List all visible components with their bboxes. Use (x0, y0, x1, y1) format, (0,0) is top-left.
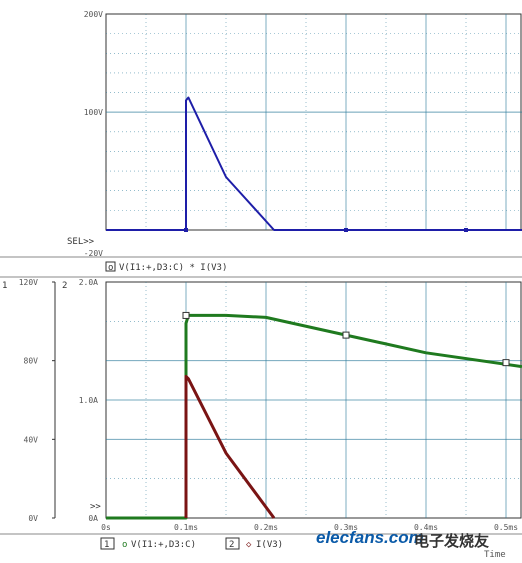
blue-trace-marker (184, 228, 188, 232)
x-tick-label: 0s (101, 523, 111, 532)
green-trace-marker (182, 311, 190, 319)
x-tick-label: 0.4ms (414, 523, 438, 532)
top-legend: o V(I1:+,D3:C) * I(V3) (105, 261, 227, 273)
top-legend-text: V(I1:+,D3:C) * I(V3) (119, 263, 227, 273)
axis1-tick-label: 120V (19, 278, 38, 287)
legend-red-prefix: ◇ (246, 540, 252, 550)
blue-trace-marker (344, 228, 348, 232)
axis2-tick-label: 1.0A (79, 396, 98, 405)
x-tick-label: 0.1ms (174, 523, 198, 532)
axis2-tick-label: 0A (88, 514, 98, 523)
red-trace (184, 374, 276, 519)
blue-trace-marker (464, 228, 468, 232)
axis2-id-label: 2 (62, 281, 67, 291)
legend-axis1-box (100, 537, 115, 550)
axis1-tick-label: 80V (24, 357, 39, 366)
y-tick-label: 100V (84, 108, 103, 117)
watermark: elecfans.com 电子发烧友 (316, 528, 516, 556)
bottom-sel-marker: >> (90, 502, 101, 512)
legend-axis2-id: 2 (229, 540, 234, 550)
blue-trace (106, 96, 522, 231)
watermark-chinese: 电子发烧友 (414, 532, 490, 550)
legend-green-prefix: o (122, 540, 127, 550)
top-sel-marker: SEL>> (67, 237, 95, 247)
legend-axis2-box (225, 537, 240, 550)
top-legend-prefix: o (108, 263, 113, 273)
green-trace-marker (502, 359, 510, 367)
axis2-tick-label: 2.0A (79, 278, 98, 287)
axis1-id-label: 1 (2, 281, 7, 291)
bottom-legend: 1 o V(I1:+,D3:C) 2 ◇ I(V3) (100, 537, 283, 550)
grid-lines (106, 14, 522, 518)
x-tick-label: 0.2ms (254, 523, 278, 532)
green-trace-marker (342, 331, 350, 339)
legend-green-text: V(I1:+,D3:C) (131, 540, 196, 550)
legend-box-top (105, 261, 116, 272)
y-tick-label: -20V (84, 249, 103, 258)
trace-markers (182, 228, 510, 367)
x-axis-label: Time (484, 550, 506, 559)
top-plot-frame (105, 13, 522, 231)
x-tick-label: 0.5ms (494, 523, 518, 532)
axis1-tick-label: 40V (24, 435, 39, 444)
axis1-tick-label: 0V (28, 514, 38, 523)
y-tick-label: 200V (84, 10, 103, 19)
traces (106, 96, 522, 520)
plot-frames (0, 13, 522, 535)
watermark-logo: elecfans.com (316, 528, 424, 547)
green-trace (106, 313, 522, 520)
legend-axis1-id: 1 (104, 540, 109, 550)
x-tick-label: 0.3ms (334, 523, 358, 532)
legend-red-text: I(V3) (256, 540, 283, 550)
tick-labels: 200V 100V -20V 0V 40V 80V 120V 0A 1.0A 2.0A 0s 0.1m… (19, 10, 518, 532)
